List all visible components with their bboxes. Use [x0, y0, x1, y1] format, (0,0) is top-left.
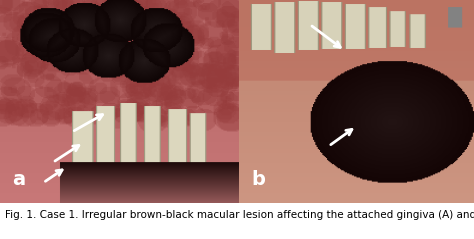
- Text: Fig. 1. Case 1. Irregular brown-black macular lesion affecting the attached ging: Fig. 1. Case 1. Irregular brown-black ma…: [5, 210, 474, 220]
- Text: a: a: [12, 170, 25, 189]
- Text: b: b: [251, 170, 265, 189]
